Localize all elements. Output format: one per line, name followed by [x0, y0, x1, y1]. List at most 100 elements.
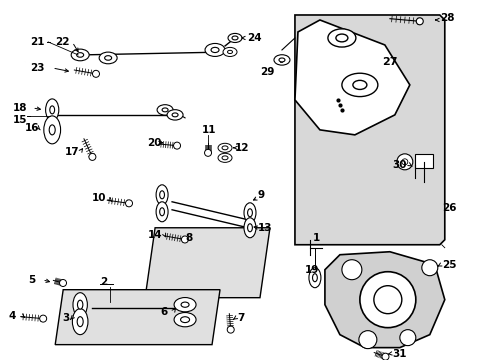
Text: 30: 30	[391, 160, 406, 170]
Ellipse shape	[341, 73, 377, 96]
Ellipse shape	[44, 116, 61, 144]
Ellipse shape	[181, 302, 189, 307]
Ellipse shape	[352, 80, 366, 89]
Circle shape	[89, 153, 96, 161]
Ellipse shape	[227, 33, 242, 42]
Circle shape	[373, 286, 401, 314]
Circle shape	[227, 326, 234, 333]
Circle shape	[181, 236, 188, 243]
Ellipse shape	[45, 99, 59, 121]
Ellipse shape	[312, 274, 317, 282]
Ellipse shape	[308, 268, 320, 288]
Ellipse shape	[273, 55, 289, 65]
Ellipse shape	[99, 52, 117, 64]
Text: 27: 27	[381, 57, 397, 67]
Text: 5: 5	[28, 275, 36, 285]
Ellipse shape	[247, 224, 252, 232]
Text: 23: 23	[30, 63, 44, 73]
Ellipse shape	[218, 153, 231, 162]
Circle shape	[396, 154, 412, 170]
Text: 22: 22	[55, 37, 70, 47]
Text: 2: 2	[100, 277, 107, 287]
Circle shape	[125, 200, 132, 207]
Text: 31: 31	[391, 348, 406, 359]
Ellipse shape	[167, 110, 183, 120]
Circle shape	[401, 159, 407, 165]
Ellipse shape	[278, 58, 285, 62]
Text: 13: 13	[258, 223, 272, 233]
Ellipse shape	[231, 36, 238, 40]
Text: 4: 4	[8, 311, 16, 321]
Polygon shape	[324, 252, 444, 348]
Ellipse shape	[211, 48, 219, 53]
Polygon shape	[55, 290, 220, 345]
Text: 29: 29	[260, 67, 274, 77]
Ellipse shape	[335, 34, 347, 42]
Ellipse shape	[160, 191, 164, 199]
Ellipse shape	[223, 48, 237, 57]
Ellipse shape	[327, 29, 355, 47]
Text: 14: 14	[148, 230, 163, 240]
Ellipse shape	[77, 300, 82, 309]
Circle shape	[359, 272, 415, 328]
Circle shape	[421, 260, 437, 276]
Circle shape	[415, 18, 423, 25]
Text: 18: 18	[13, 103, 28, 113]
Circle shape	[173, 142, 180, 149]
Text: 17: 17	[65, 147, 80, 157]
Circle shape	[92, 70, 99, 77]
Ellipse shape	[156, 185, 168, 205]
Circle shape	[381, 353, 388, 360]
Circle shape	[40, 315, 46, 322]
Text: 12: 12	[235, 143, 249, 153]
Text: 20: 20	[147, 138, 161, 148]
Ellipse shape	[157, 105, 173, 115]
Ellipse shape	[244, 203, 255, 223]
Ellipse shape	[160, 208, 164, 216]
Ellipse shape	[71, 49, 89, 61]
Ellipse shape	[50, 106, 55, 114]
Bar	[414, 154, 432, 168]
Ellipse shape	[162, 108, 168, 112]
Text: 28: 28	[439, 13, 453, 23]
Circle shape	[341, 260, 361, 280]
Ellipse shape	[77, 317, 83, 327]
Ellipse shape	[77, 53, 83, 57]
Text: 15: 15	[13, 115, 28, 125]
Ellipse shape	[174, 297, 196, 312]
Text: 24: 24	[246, 33, 261, 43]
Text: 26: 26	[441, 203, 455, 213]
Ellipse shape	[227, 50, 232, 54]
Circle shape	[60, 279, 66, 287]
Ellipse shape	[222, 146, 227, 150]
Ellipse shape	[49, 125, 55, 135]
Ellipse shape	[180, 317, 189, 323]
Circle shape	[399, 330, 415, 346]
Text: 3: 3	[62, 313, 69, 323]
Ellipse shape	[73, 293, 87, 317]
Text: 11: 11	[202, 125, 216, 135]
Polygon shape	[294, 20, 409, 135]
Polygon shape	[294, 15, 444, 245]
Text: 6: 6	[160, 307, 167, 317]
Ellipse shape	[218, 143, 231, 152]
Text: 21: 21	[30, 37, 44, 47]
Text: 8: 8	[184, 233, 192, 243]
Ellipse shape	[104, 56, 111, 60]
Polygon shape	[145, 228, 269, 298]
Ellipse shape	[244, 218, 255, 238]
Text: 1: 1	[312, 233, 320, 243]
Text: 7: 7	[237, 313, 244, 323]
Text: 10: 10	[92, 193, 106, 203]
Ellipse shape	[172, 113, 178, 117]
Ellipse shape	[204, 44, 224, 57]
Circle shape	[204, 149, 211, 156]
Ellipse shape	[72, 309, 88, 335]
Ellipse shape	[174, 312, 196, 327]
Circle shape	[358, 330, 376, 348]
Text: 25: 25	[441, 260, 455, 270]
Ellipse shape	[156, 202, 168, 222]
Ellipse shape	[247, 209, 252, 217]
Text: 19: 19	[305, 265, 319, 275]
Text: 16: 16	[25, 123, 40, 133]
